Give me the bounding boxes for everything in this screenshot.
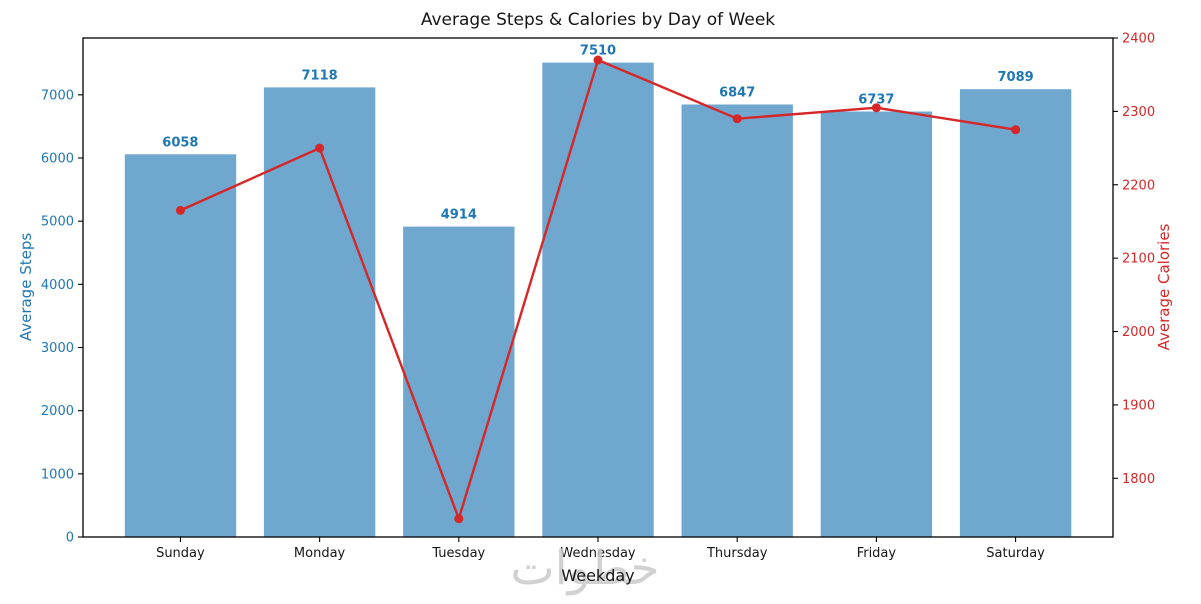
x-tick-label: Saturday <box>986 546 1045 561</box>
x-tick-label: Tuesday <box>431 546 485 561</box>
x-axis-label: Weekday <box>561 566 635 585</box>
y-axis-label-right: Average Calories <box>1155 223 1173 351</box>
y-tick-label-left: 4000 <box>41 278 74 293</box>
x-tick-label: Thursday <box>706 546 768 561</box>
calories-point <box>315 143 325 153</box>
bar-value-label: 4914 <box>441 208 477 223</box>
bar-value-label: 7118 <box>302 68 338 83</box>
bar-value-label: 7510 <box>580 44 616 59</box>
y-axis-label-left: Average Steps <box>17 232 35 342</box>
y-tick-label-left: 2000 <box>41 404 74 419</box>
y-axis-left-ticks: 0 1000 2000 3000 4000 5000 6000 7000 <box>41 88 83 546</box>
bar-friday <box>820 111 933 537</box>
calories-point <box>454 514 464 524</box>
bar-value-label: 6737 <box>858 93 894 108</box>
chart-title: Average Steps & Calories by Day of Week <box>420 10 776 30</box>
bar-value-label: 7089 <box>998 70 1034 85</box>
x-tick-label: Sunday <box>156 546 205 561</box>
x-tick-label: Friday <box>857 546 897 561</box>
y-tick-label-right: 1800 <box>1122 472 1155 487</box>
bar-value-labels: 6058 7118 4914 7510 6847 6737 7089 <box>162 44 1033 223</box>
x-tick-label: Wednesday <box>560 546 636 561</box>
bar-value-label: 6058 <box>162 135 198 150</box>
calories-point <box>871 103 881 113</box>
y-tick-label-right: 2400 <box>1122 32 1155 47</box>
calories-point <box>1011 125 1021 135</box>
y-tick-label-right: 2300 <box>1122 105 1155 120</box>
bar-monday <box>263 87 376 538</box>
y-tick-label-right: 2000 <box>1122 325 1155 340</box>
y-tick-label-left: 6000 <box>41 152 74 167</box>
bar-sunday <box>124 154 237 538</box>
y-tick-label-right: 1900 <box>1122 398 1155 413</box>
calories-point <box>175 205 185 215</box>
y-tick-label-left: 3000 <box>41 341 74 356</box>
calories-point <box>732 114 742 124</box>
bar-thursday <box>681 104 793 537</box>
y-tick-label-left: 5000 <box>41 215 74 230</box>
y-tick-label-right: 2100 <box>1122 252 1155 267</box>
calories-line-group <box>175 55 1021 524</box>
y-tick-label-right: 2200 <box>1122 178 1155 193</box>
bar-saturday <box>959 89 1072 537</box>
bar-tuesday <box>403 226 515 537</box>
bar-value-label: 6847 <box>719 86 755 101</box>
y-tick-label-left: 7000 <box>41 88 74 103</box>
y-tick-label-left: 1000 <box>41 467 74 482</box>
bars-group <box>124 62 1072 538</box>
x-tick-label: Monday <box>294 546 346 561</box>
x-axis-ticks: Sunday Monday Tuesday Wednesday Thursday Frid… <box>156 537 1045 561</box>
watermark: خطوات <box>510 541 660 596</box>
calories-point <box>593 55 603 65</box>
bar-wednesday <box>542 62 654 537</box>
y-tick-label-left: 0 <box>66 531 74 546</box>
y-axis-right-ticks: 1800 1900 2000 2100 2200 2300 2400 <box>1113 32 1155 487</box>
